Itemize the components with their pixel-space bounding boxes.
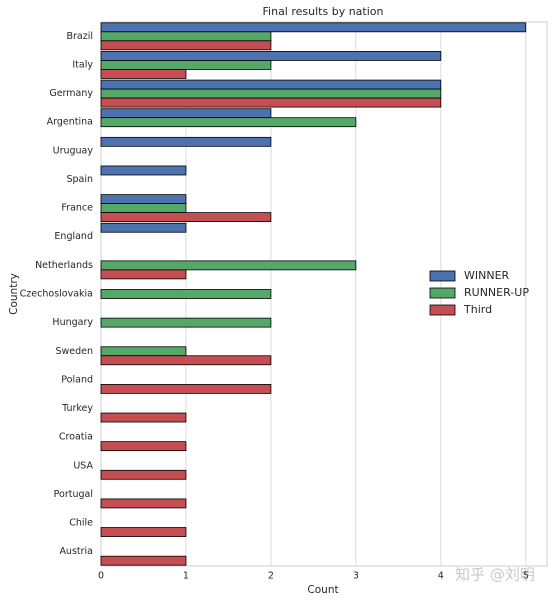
- bar: [100, 165, 187, 176]
- legend-label: RUNNER-UP: [464, 286, 529, 299]
- legend-label: Third: [463, 303, 492, 316]
- bar: [100, 269, 187, 280]
- y-tick-label: Netherlands: [35, 260, 93, 271]
- bar: [100, 555, 187, 566]
- chart-title: Final results by nation: [263, 5, 384, 18]
- bar: [100, 69, 187, 79]
- bar: [100, 40, 272, 51]
- legend-swatch: [429, 287, 456, 299]
- y-axis-label: Country: [8, 273, 20, 315]
- bar: [100, 355, 272, 366]
- bar: [100, 22, 527, 33]
- x-tick-label: 2: [268, 571, 274, 582]
- y-tick-label: Italy: [72, 59, 93, 70]
- legend-label: WINNER: [464, 269, 510, 282]
- bar: [100, 117, 357, 128]
- bar: [100, 97, 442, 108]
- y-tick-label: Uruguay: [53, 145, 94, 156]
- bar: [100, 527, 187, 537]
- bar: [100, 346, 187, 357]
- bar: [100, 51, 442, 61]
- x-axis-label: Count: [307, 584, 338, 596]
- bar: [100, 498, 187, 509]
- y-tick-label: Portugal: [54, 489, 93, 500]
- bar: [100, 136, 272, 147]
- bar: [100, 469, 187, 480]
- legend-swatch: [429, 304, 456, 316]
- bar: [100, 60, 272, 70]
- y-tick-label: Austria: [59, 546, 93, 557]
- bar: [100, 441, 187, 452]
- x-tick-label: 4: [438, 571, 444, 582]
- y-tick-label: Brazil: [66, 31, 93, 42]
- y-tick-label: Chile: [69, 518, 93, 529]
- bar: [100, 194, 187, 205]
- x-tick-label: 3: [353, 571, 359, 582]
- y-tick-label: France: [61, 203, 93, 214]
- y-tick-label: Hungary: [52, 317, 93, 328]
- bar: [100, 317, 272, 328]
- bar: [100, 260, 357, 271]
- bar: [100, 203, 187, 214]
- y-tick-label: Poland: [61, 374, 93, 385]
- y-tick-label: Croatia: [59, 432, 93, 443]
- bar: [100, 108, 272, 119]
- bar: [100, 289, 272, 299]
- y-tick-label: Sweden: [55, 346, 93, 357]
- y-tick-label: Germany: [49, 88, 93, 99]
- bar: [100, 212, 272, 223]
- watermark: 知乎 @刘明: [455, 566, 535, 584]
- bar: [100, 412, 187, 423]
- bar: [100, 31, 272, 42]
- y-tick-label: Turkey: [61, 403, 93, 414]
- x-tick-label: 0: [98, 571, 104, 582]
- bar: [100, 222, 187, 233]
- y-tick-label: Czechoslovakia: [20, 289, 93, 300]
- legend-swatch: [429, 270, 456, 282]
- y-tick-label: USA: [73, 460, 93, 471]
- y-tick-label: Spain: [66, 174, 93, 185]
- bar: [100, 88, 442, 99]
- bar: [100, 383, 272, 394]
- y-tick-label: England: [54, 231, 93, 242]
- x-tick-label: 5: [523, 571, 529, 582]
- x-tick-label: 1: [183, 571, 189, 582]
- y-tick-label: Argentina: [47, 117, 93, 128]
- bar: [100, 79, 442, 90]
